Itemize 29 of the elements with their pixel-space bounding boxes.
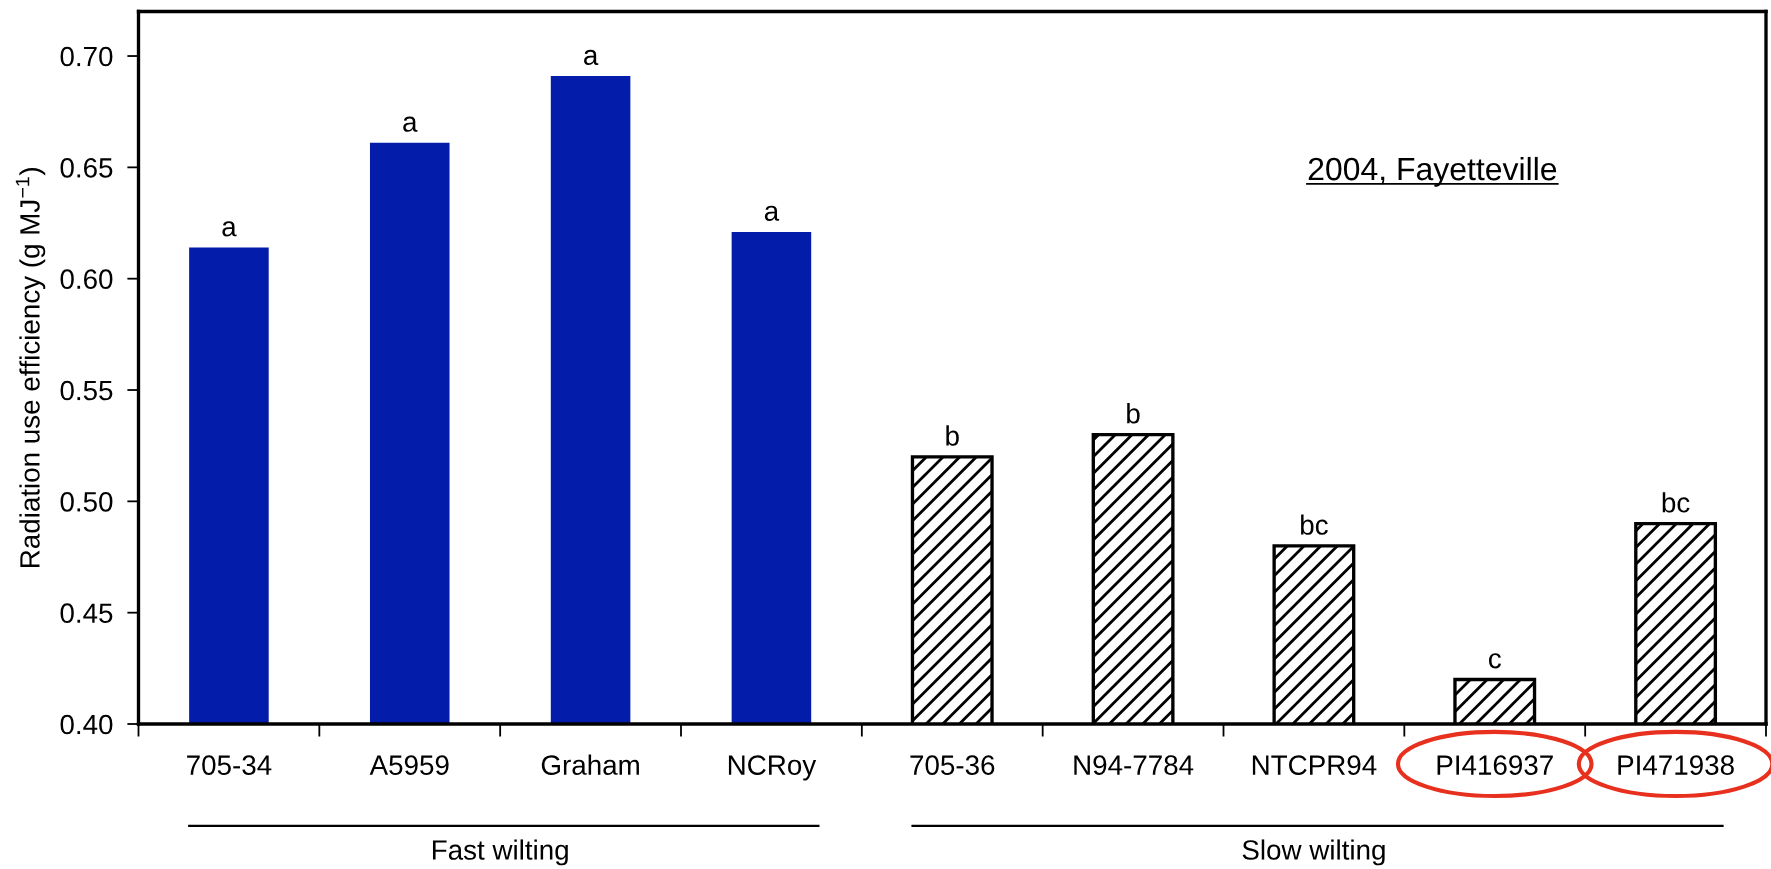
x-tick-label: A5959 bbox=[369, 755, 449, 775]
series-label: Fast wilting bbox=[432, 839, 568, 866]
y-tick-label: 0.65 bbox=[60, 158, 113, 178]
x-tick-label: NTCPR94 bbox=[1252, 755, 1377, 775]
annotation: a bbox=[764, 205, 780, 221]
series-label: Slow wilting bbox=[1242, 839, 1385, 866]
annotation: c bbox=[1488, 653, 1501, 669]
annotation: a bbox=[222, 221, 237, 237]
annotation: bc bbox=[1301, 514, 1328, 535]
x-tick-label: 705-34 bbox=[187, 755, 272, 775]
y-tick-label: 0.60 bbox=[60, 269, 113, 290]
annotation: 2004, Fayetteville bbox=[1308, 156, 1557, 187]
y-tick-label: 0.55 bbox=[60, 380, 113, 401]
y-tick-label: 0.40 bbox=[60, 714, 113, 735]
x-tick-label: Graham bbox=[541, 754, 639, 775]
annotation: b bbox=[946, 425, 959, 446]
x-tick-label: 705-36 bbox=[910, 755, 995, 775]
x-tick-label: NCRoy bbox=[728, 755, 817, 781]
y-tick-label: 0.70 bbox=[60, 46, 113, 67]
x-tick-label: N94-7784 bbox=[1074, 755, 1194, 775]
x-tick-label: PI471938 bbox=[1618, 755, 1734, 775]
y-tick-label: 0.50 bbox=[60, 492, 113, 512]
y-tick-label: 0.45 bbox=[60, 603, 113, 624]
annotation: b bbox=[1127, 403, 1140, 424]
y-axis-title: Radiation use efficiency (g MJ$^{−1}$) bbox=[15, 168, 46, 567]
x-tick-label: PI416937 bbox=[1437, 755, 1553, 775]
annotation: a bbox=[584, 49, 599, 66]
annotation: bc bbox=[1662, 492, 1690, 513]
annotation: a bbox=[403, 116, 418, 132]
